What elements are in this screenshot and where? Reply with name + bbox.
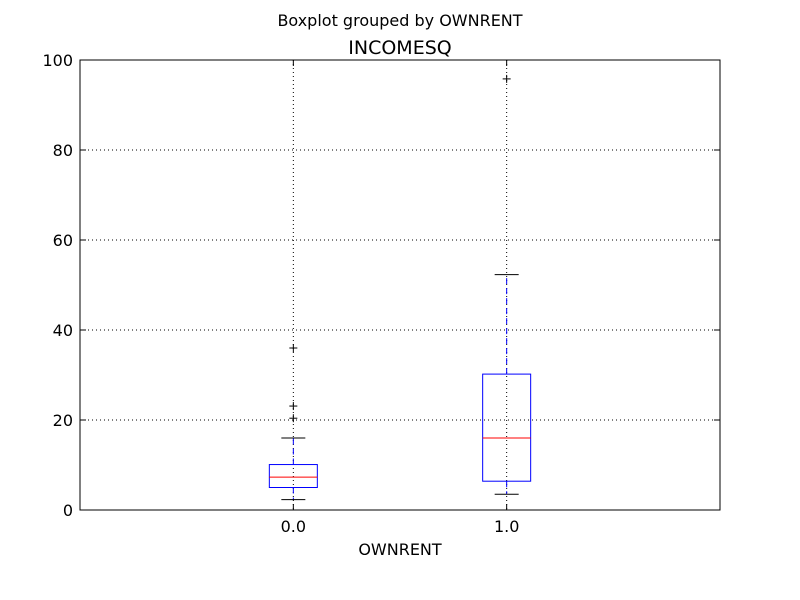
y-tick-label: 0 [63, 501, 73, 520]
outlier-point [502, 74, 511, 83]
box-group [268, 344, 318, 501]
outlier-point [289, 344, 298, 352]
boxes [268, 74, 532, 501]
outlier-point [289, 402, 298, 411]
chart-title: INCOMESQ [348, 37, 451, 59]
iqr-box [482, 373, 532, 482]
x-tick-label: 0.0 [281, 517, 306, 536]
box-group [482, 74, 532, 495]
y-tick-label: 20 [53, 411, 73, 430]
chart-suptitle: Boxplot grouped by OWNRENT [277, 11, 522, 30]
grid-lines [80, 60, 720, 510]
ticks: 0 20 40 60 80 100 0.0 1.0 [42, 51, 720, 536]
x-axis-label: OWNRENT [358, 540, 442, 559]
y-tick-label: 40 [53, 321, 73, 340]
y-tick-label: 80 [53, 141, 73, 160]
y-tick-label: 60 [53, 231, 73, 250]
outlier-point [289, 414, 298, 423]
plot-frame [79, 59, 721, 511]
y-tick-label: 100 [42, 51, 73, 70]
iqr-box [268, 464, 318, 488]
x-tick-label: 1.0 [494, 517, 519, 536]
